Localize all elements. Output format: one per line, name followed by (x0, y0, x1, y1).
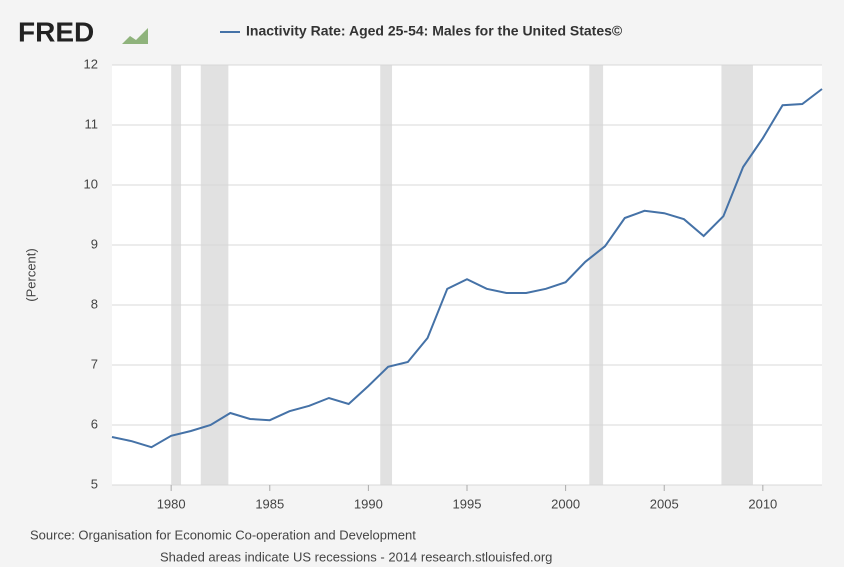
recession-band (171, 65, 182, 485)
y-tick-label: 12 (84, 56, 98, 71)
recession-band (380, 65, 393, 485)
legend-label: Inactivity Rate: Aged 25-54: Males for t… (246, 23, 623, 39)
x-tick-label: 1995 (453, 496, 482, 511)
note: Shaded areas indicate US recessions - 20… (160, 549, 552, 564)
logo-icon (122, 28, 148, 44)
series-line (111, 88, 823, 449)
recession-band (589, 65, 604, 485)
x-tick-label: 2010 (748, 496, 777, 511)
y-tick-label: 8 (91, 296, 98, 311)
y-tick-label: 7 (91, 356, 98, 371)
x-tick-label: 1990 (354, 496, 383, 511)
x-tick-label: 2000 (551, 496, 580, 511)
plot-area (112, 65, 822, 485)
y-tick-label: 10 (84, 176, 98, 191)
x-tick-label: 1985 (255, 496, 284, 511)
y-tick-label: 9 (91, 236, 98, 251)
x-tick-label: 2005 (650, 496, 679, 511)
y-tick-label: 11 (85, 116, 99, 131)
logo: FRED (18, 16, 94, 47)
y-axis-label: (Percent) (23, 248, 38, 301)
recession-band (200, 65, 229, 485)
source: Source: Organisation for Economic Co-ope… (30, 527, 416, 542)
x-tick-label: 1980 (157, 496, 186, 511)
y-tick-label: 5 (91, 476, 98, 491)
y-tick-label: 6 (91, 416, 98, 431)
recession-band (721, 65, 753, 485)
